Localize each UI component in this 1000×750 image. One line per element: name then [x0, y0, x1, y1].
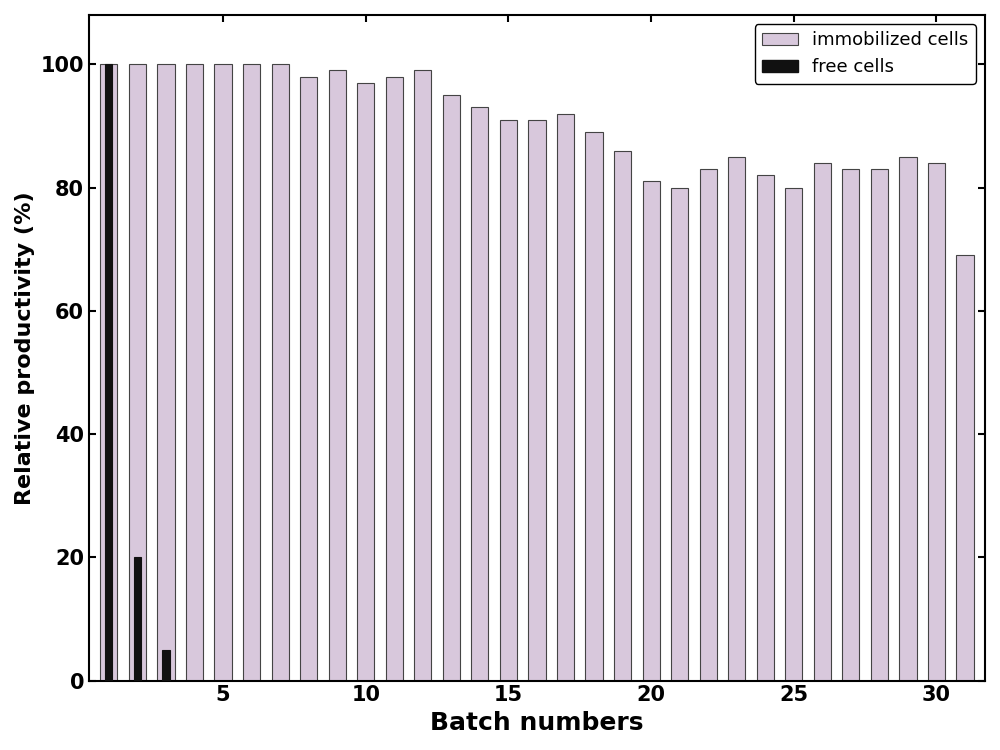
Bar [956, 255, 974, 680]
Bar [162, 650, 170, 680]
Y-axis label: Relative productivity (%): Relative productivity (%) [15, 191, 35, 505]
Bar [557, 113, 574, 680]
Bar [157, 64, 175, 680]
Bar [129, 64, 146, 680]
Legend: immobilized cells, free cells: immobilized cells, free cells [755, 24, 976, 83]
Bar [614, 151, 631, 680]
Bar [105, 64, 112, 680]
Bar [443, 95, 460, 680]
Bar [272, 64, 289, 680]
Bar [814, 163, 831, 680]
Bar [500, 120, 517, 680]
Bar [757, 176, 774, 680]
Bar [643, 182, 660, 680]
Bar [671, 188, 688, 680]
Bar [585, 132, 603, 680]
Bar [100, 64, 117, 680]
Bar [700, 169, 717, 680]
Bar [842, 169, 859, 680]
Bar [728, 157, 745, 680]
Bar [899, 157, 917, 680]
Bar [871, 169, 888, 680]
Bar [300, 76, 317, 680]
Bar [186, 64, 203, 680]
Bar [243, 64, 260, 680]
Bar [928, 163, 945, 680]
Bar [386, 76, 403, 680]
Bar [471, 107, 488, 680]
Bar [357, 82, 374, 680]
Bar [414, 70, 431, 680]
Bar [785, 188, 802, 680]
Bar [134, 557, 141, 680]
Bar [528, 120, 546, 680]
X-axis label: Batch numbers: Batch numbers [430, 711, 644, 735]
Bar [329, 70, 346, 680]
Bar [214, 64, 232, 680]
